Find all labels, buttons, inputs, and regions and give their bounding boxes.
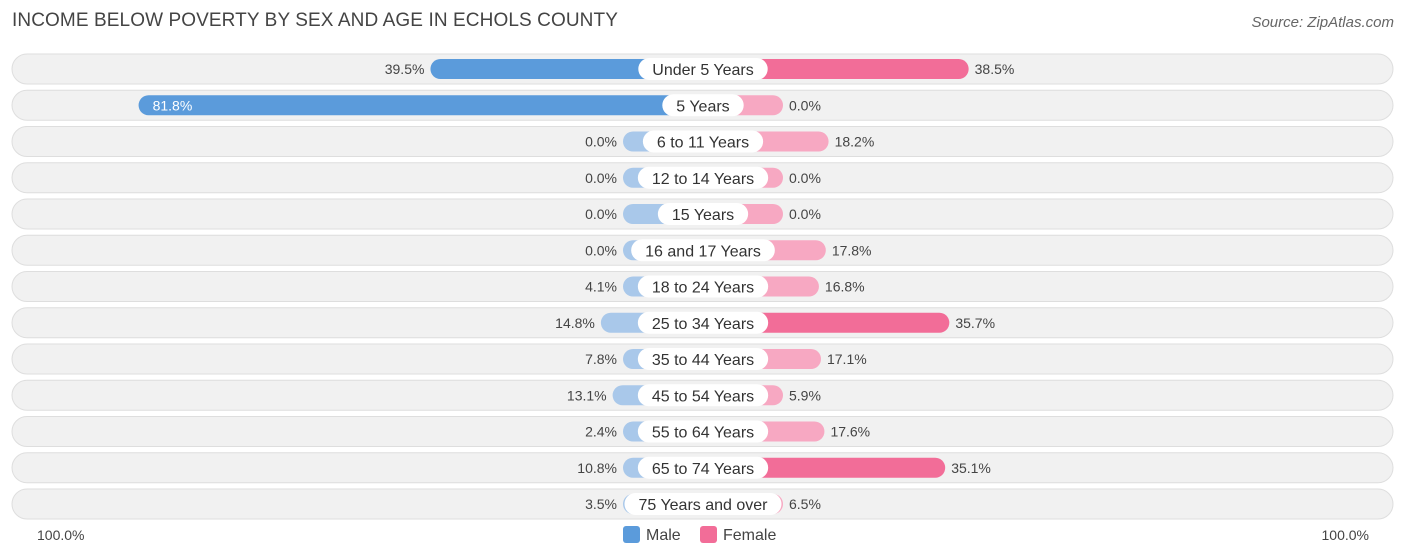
- category-label: Under 5 Years: [652, 62, 753, 79]
- category-pill: [637, 311, 769, 334]
- legend-swatch: [623, 526, 640, 543]
- value-label-male: 0.0%: [585, 206, 617, 222]
- category-label: 55 to 64 Years: [652, 425, 754, 442]
- chart-row: 0.0% 18.2% 6 to 11 Years: [11, 126, 1394, 157]
- chart-source: Source: ZipAtlas.com: [1251, 14, 1394, 31]
- bar-male: [430, 59, 703, 79]
- value-label-male: 14.8%: [555, 315, 595, 331]
- axis-label-right: 100.0%: [1322, 527, 1369, 543]
- value-label-female: 35.1%: [951, 460, 991, 476]
- value-label-male: 7.8%: [585, 351, 617, 367]
- category-label: 6 to 11 Years: [657, 135, 749, 152]
- value-label-female: 18.2%: [835, 134, 875, 150]
- value-label-female: 17.6%: [830, 424, 870, 440]
- legend-label: Female: [723, 527, 776, 544]
- value-label-female: 35.7%: [955, 315, 995, 331]
- bar-male: [138, 95, 703, 116]
- chart-row: 13.1% 5.9% 45 to 54 Years: [11, 379, 1394, 411]
- value-label-female: 6.5%: [789, 496, 821, 512]
- category-pill: [637, 166, 769, 189]
- value-label-male: 39.5%: [385, 61, 425, 77]
- value-label-female: 17.1%: [827, 351, 867, 367]
- value-label-female: 0.0%: [789, 206, 821, 222]
- chart-row: 2.4% 17.6% 55 to 64 Years: [11, 416, 1394, 447]
- value-label-female: 0.0%: [789, 97, 821, 113]
- value-label-male: 13.1%: [567, 387, 607, 403]
- category-pill: [637, 420, 769, 443]
- chart-row: 81.8% 0.0% 5 Years: [11, 89, 1394, 121]
- category-pill: [624, 493, 782, 515]
- category-label: 5 Years: [676, 98, 729, 115]
- value-label-male: 0.0%: [585, 170, 617, 186]
- value-label-male: 81.8%: [153, 97, 193, 113]
- axis-label-left: 100.0%: [37, 527, 84, 543]
- category-pill: [637, 275, 769, 298]
- value-label-female: 5.9%: [789, 387, 821, 403]
- value-label-female: 17.8%: [832, 242, 872, 258]
- category-label: 18 to 24 Years: [652, 280, 754, 297]
- chart-row: 10.8% 35.1% 65 to 74 Years: [11, 452, 1394, 484]
- chart-row: 4.1% 16.8% 18 to 24 Years: [11, 271, 1394, 302]
- value-label-female: 0.0%: [789, 170, 821, 186]
- legend-label: Male: [646, 527, 681, 544]
- legend-swatch: [700, 526, 717, 543]
- chart-row: 0.0% 0.0% 15 Years: [11, 198, 1394, 230]
- category-pill: [642, 130, 764, 153]
- value-label-female: 16.8%: [825, 279, 865, 295]
- chart-title: INCOME BELOW POVERTY BY SEX AND AGE IN E…: [12, 10, 618, 31]
- category-label: 65 to 74 Years: [652, 461, 754, 478]
- category-label: 25 to 34 Years: [652, 316, 754, 333]
- category-label: 35 to 44 Years: [652, 352, 754, 369]
- category-pill: [637, 348, 769, 370]
- legend-female: Female: [700, 526, 776, 544]
- chart-row: 0.0% 0.0% 12 to 14 Years: [11, 162, 1394, 194]
- value-label-male: 10.8%: [577, 460, 617, 476]
- chart-row: 0.0% 17.8% 16 and 17 Years: [11, 234, 1394, 266]
- chart-row: 39.5% 38.5% Under 5 Years: [11, 53, 1394, 85]
- chart-row: 7.8% 17.1% 35 to 44 Years: [11, 343, 1394, 375]
- category-pill: [657, 203, 749, 225]
- value-label-male: 2.4%: [585, 424, 617, 440]
- category-pill: [637, 456, 769, 479]
- value-label-male: 3.5%: [585, 496, 617, 512]
- value-label-male: 0.0%: [585, 242, 617, 258]
- category-label: 16 and 17 Years: [645, 243, 761, 260]
- category-pill: [662, 94, 744, 117]
- chart-row: 14.8% 35.7% 25 to 34 Years: [11, 307, 1394, 339]
- category-pill: [631, 239, 775, 262]
- category-label: 12 to 14 Years: [652, 171, 754, 188]
- value-label-male: 0.0%: [585, 134, 617, 150]
- bar-female: [703, 59, 969, 79]
- category-label: 15 Years: [672, 207, 734, 224]
- chart-row: 3.5% 6.5% 75 Years and over: [11, 488, 1394, 520]
- value-label-male: 4.1%: [585, 279, 617, 295]
- category-pill: [638, 58, 768, 80]
- category-pill: [637, 384, 769, 407]
- category-label: 75 Years and over: [639, 497, 769, 514]
- category-label: 45 to 54 Years: [652, 388, 754, 405]
- legend-male: Male: [623, 526, 681, 544]
- value-label-female: 38.5%: [975, 61, 1015, 77]
